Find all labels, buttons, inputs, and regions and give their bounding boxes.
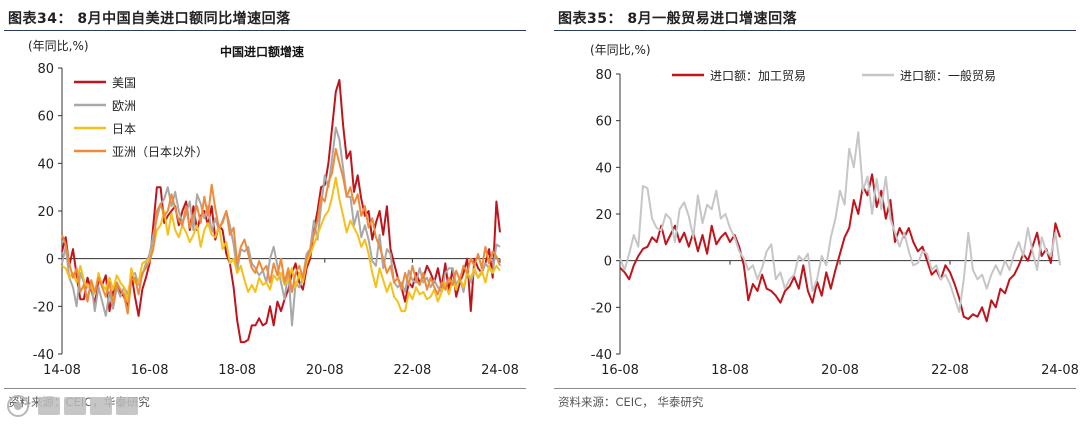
- y-tick-label: 20: [595, 208, 612, 223]
- footer-divider: [554, 388, 1076, 389]
- series-line-0: [61, 78, 501, 344]
- legend-label: 日本: [112, 122, 136, 136]
- watermark-logo: [7, 395, 138, 417]
- series-line-1: [619, 131, 1061, 313]
- chart-import-growth-by-trade-type: (年同比,%) -40 -20 0 20 40 60 80 16-08 18-08 20-08 22-…: [590, 43, 1079, 378]
- y-tick-label: 60: [37, 110, 54, 125]
- y-axis-unit-label: (年同比,%): [28, 39, 89, 53]
- series-line-1: [61, 126, 501, 327]
- x-tick-label: 18-08: [711, 363, 749, 378]
- figure-34-title: 图表34： 8月中国自美进口额同比增速回落: [8, 11, 291, 27]
- legend-label: 亚洲（日本以外）: [112, 145, 208, 159]
- series-line-2: [61, 176, 501, 313]
- title-divider: [4, 30, 526, 31]
- series-line-3: [61, 148, 501, 315]
- legend-label: 进口额：一般贸易: [900, 68, 996, 83]
- x-tick-label: 22-08: [394, 363, 432, 378]
- y-tick-label: 80: [595, 68, 612, 83]
- y-axis-unit-label: (年同比,%): [590, 43, 651, 57]
- x-tick-label: 14-08: [43, 363, 81, 378]
- x-tick-label: 18-08: [218, 363, 256, 378]
- chart-title: 中国进口额增速: [220, 44, 304, 59]
- y-tick-label: 0: [46, 253, 54, 268]
- legend-label: 欧洲: [112, 99, 136, 113]
- y-tick-label: -20: [591, 301, 612, 316]
- x-tick-label: 22-08: [931, 363, 969, 378]
- x-tick-label: 24-08: [1041, 363, 1079, 378]
- right-chart-panel: 图表35： 8月一般贸易进口增速回落 (年同比,%) -40 -20 0 20 40 60 8…: [550, 0, 1080, 424]
- title-divider: [554, 30, 1076, 31]
- y-tick-label: 80: [37, 62, 54, 77]
- x-tick-label: 20-08: [821, 363, 859, 378]
- x-tick-label: 24-08: [481, 363, 519, 378]
- x-tick-label: 16-08: [131, 363, 169, 378]
- y-tick-label: -40: [591, 348, 612, 363]
- y-tick-label: 20: [37, 205, 54, 220]
- source-note: 资料来源：CEIC， 华泰研究: [558, 395, 704, 409]
- y-tick-label: -20: [33, 300, 54, 315]
- chart-import-growth-by-region: (年同比,%) 中国进口额增速 -40 -20 0 20 40 60 80 14-08 16-08 1…: [28, 39, 519, 378]
- y-tick-label: 40: [595, 161, 612, 176]
- y-tick-label: -40: [33, 348, 54, 363]
- x-tick-label: 20-08: [306, 363, 344, 378]
- figure-35-title: 图表35： 8月一般贸易进口增速回落: [558, 11, 798, 27]
- y-tick-label: 0: [604, 255, 612, 270]
- footer-divider: [4, 388, 526, 389]
- legend-label: 进口额：加工贸易: [710, 69, 806, 83]
- y-tick-label: 40: [37, 157, 54, 172]
- x-tick-label: 16-08: [601, 363, 639, 378]
- left-chart-panel: 图表34： 8月中国自美进口额同比增速回落 (年同比,%) 中国进口额增速 -40 -…: [0, 0, 530, 424]
- y-tick-label: 60: [595, 115, 612, 130]
- legend-label: 美国: [112, 76, 136, 90]
